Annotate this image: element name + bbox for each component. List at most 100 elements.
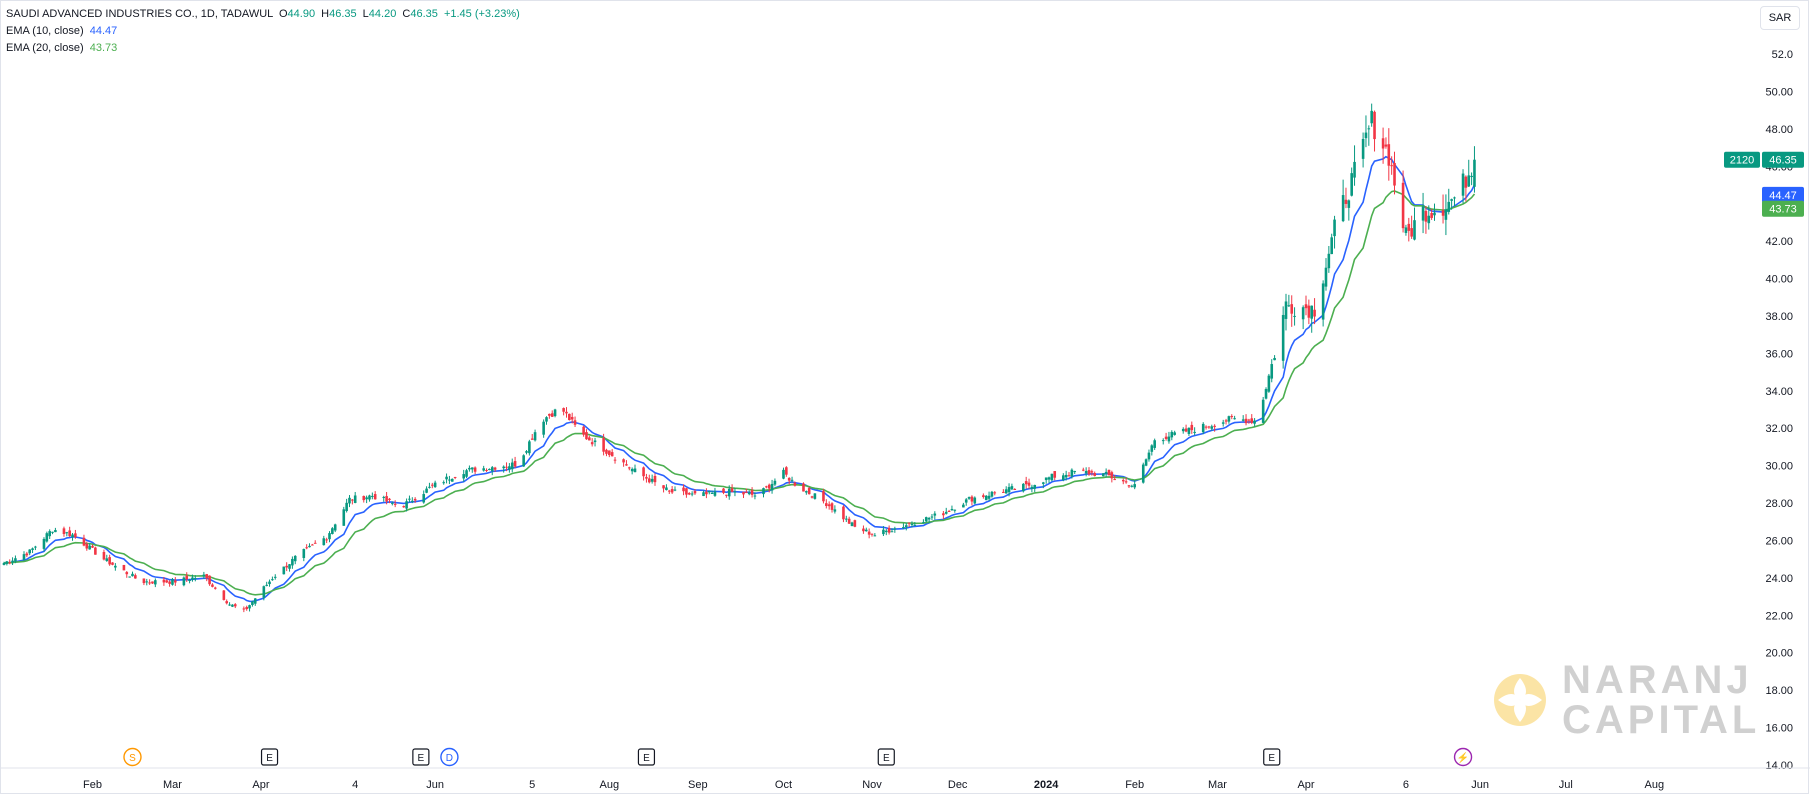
price-tick-label: 32.00 [1765,423,1793,435]
candle-body [1350,173,1353,196]
candle-body [1064,474,1068,478]
currency-button[interactable]: SAR [1760,6,1800,30]
candle-body [782,469,785,479]
candle-body [51,531,54,533]
ema20-tag-bg [1762,200,1804,217]
candle-body [1250,418,1254,423]
event-marker-earnings-icon[interactable]: E [260,748,279,766]
candle-body [990,491,994,497]
candle-body [1433,212,1436,216]
price-tick-label: 36.00 [1765,348,1793,360]
candle-body [830,503,834,510]
candle-body [1324,267,1328,287]
candle-body [1444,209,1448,220]
candle-body [613,459,617,461]
candle-body [293,555,297,562]
candle-body [1261,399,1265,423]
ema20-label: EMA (20, close) [6,42,84,54]
candle-body [565,411,568,414]
candle-body [1253,420,1256,424]
candle-body [785,467,788,475]
candle-body [1424,210,1428,222]
event-marker-letter: E [266,753,273,764]
candle-body [333,524,337,531]
candle-body [1002,491,1005,493]
ema10-tag-text: 44.47 [1769,190,1797,202]
candle-body [48,531,51,537]
candle-body [687,493,691,495]
candle-body [45,533,49,542]
time-tick-label: Oct [775,779,792,791]
candle-body [1293,315,1296,317]
candle-body [342,509,346,526]
candle-body [385,496,388,502]
candle-body [1247,419,1251,421]
candle-body [1110,472,1114,479]
candle-body [162,579,166,583]
candle-body [593,440,597,443]
price-tick-label: 48.00 [1765,124,1793,136]
candle-body [1204,426,1208,428]
price-tick-label: 28.00 [1765,498,1793,510]
candle-body [1121,479,1125,482]
ema20-row[interactable]: EMA (20, close) 43.73 [6,40,520,57]
candle-body [710,493,714,495]
ema-lines [3,155,1476,603]
candle-body [328,533,331,540]
candle-body [225,601,229,604]
candle-body [753,495,757,497]
time-tick-label: Dec [948,779,968,791]
candle-body [351,499,354,501]
candle-body [442,482,446,484]
time-tick-label: 2024 [1034,779,1059,791]
candle-body [993,492,997,494]
candle-body [288,564,291,569]
ema10-tag-bg [1762,186,1804,203]
event-marker-lightning-icon[interactable]: ⚡ [1453,747,1473,767]
event-marker-earnings-icon[interactable]: E [412,748,430,766]
candle-body [762,488,765,495]
candle-body [85,543,89,549]
candle-body [1341,195,1345,222]
candle-body [904,525,908,528]
candle-body [522,455,525,467]
candle-body [291,558,294,566]
time-tick-label: Feb [83,779,102,791]
watermark: NARANJ CAPITAL [1492,660,1760,740]
candle-body [1224,420,1228,422]
candle-body [1401,182,1405,229]
candle-body [1207,426,1211,428]
candle-body [428,486,431,488]
candle-body [1113,479,1116,481]
candle-body [194,578,197,580]
candle-body [485,469,488,471]
event-marker-dividend-icon[interactable]: D [440,747,459,767]
ema10-row[interactable]: EMA (10, close) 44.47 [6,23,520,40]
candle-body [650,478,654,482]
candle-body [465,470,468,477]
candle-body [1081,469,1085,471]
candle-body [468,467,471,470]
event-marker-earnings-icon[interactable]: E [877,748,895,766]
candle-body [1147,452,1151,460]
candle-body [382,496,386,498]
candle-body [984,495,988,501]
event-marker-split-icon[interactable]: S [123,747,142,767]
price-tick-label: 52.0 [1772,49,1793,61]
candle-body [964,499,968,503]
event-marker-earnings-icon[interactable]: E [1263,748,1281,766]
price-tick-label: 14.00 [1765,760,1793,772]
candle-body [750,490,754,495]
candle-body [1044,477,1048,481]
event-marker-earnings-icon[interactable]: E [637,748,656,766]
candle-body [448,479,451,481]
candle-body [505,466,508,468]
candle-body [308,545,311,548]
candle-body [425,488,428,493]
candle-body [630,468,634,472]
candle-body [884,530,888,533]
candle-body [313,542,317,544]
candle-body [1084,470,1088,474]
